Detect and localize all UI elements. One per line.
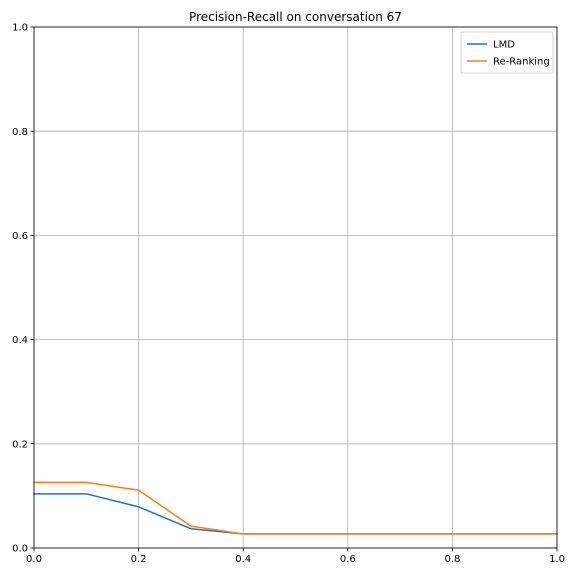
y-tick-label: 0.8 [12,127,28,138]
y-tick-label: 0.4 [12,335,28,346]
y-tick-label: 0.0 [12,544,28,555]
x-tick-label: 0.2 [131,554,147,565]
x-tick-label: 0.6 [340,554,356,565]
axis-ticks: 0.0 0.2 0.4 0.6 0.8 1.0 0.0 0.2 0.4 0.6 0.8 1.0 [12,23,565,565]
x-tick-label: 0.8 [444,554,460,565]
legend: LMD Re-Ranking [460,31,554,74]
plot-area-frame [33,26,558,549]
chart-title: Precision-Recall on conversation 67 [189,10,402,24]
legend-label-lmd: LMD [493,40,515,51]
y-tick-label: 0.2 [12,439,28,450]
series-line-re-ranking [33,481,558,535]
x-tick-label: 1.0 [549,554,565,565]
legend-label-re-ranking: Re-Ranking [493,57,550,68]
x-tick-label: 0.0 [26,554,42,565]
legend-box [460,31,554,74]
y-tick-label: 1.0 [12,23,28,34]
y-tick-label: 0.6 [12,231,28,242]
series-lines [33,481,558,535]
x-tick-label: 0.4 [235,554,251,565]
